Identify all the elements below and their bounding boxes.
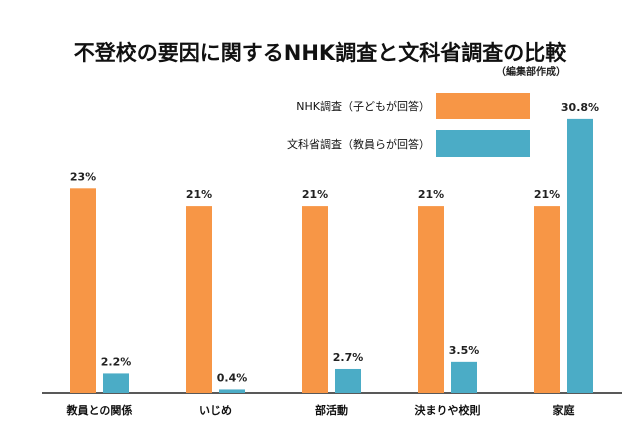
bar-nhk [418,206,444,393]
legend-label-mext: 文科省調査（教員らが回答） [287,137,430,151]
data-label: 0.4% [217,371,248,384]
data-label: 21% [534,188,560,201]
data-label: 23% [70,170,96,183]
category-label: いじめ [199,404,232,417]
data-label: 30.8% [561,101,599,114]
category-label: 部活動 [315,403,348,417]
bar-mext [219,389,245,393]
bar-mext [567,118,593,393]
bar-mext [451,361,477,393]
category-label: 教員との関係 [66,403,133,417]
legend-swatch-nhk [436,93,530,119]
data-label: 2.7% [333,351,364,364]
chart-title: 不登校の要因に関するNHK調査と文科省調査の比較 [74,41,567,65]
data-label: 2.2% [101,355,132,368]
bar-nhk [534,206,560,393]
category-label: 家庭 [553,403,575,417]
bar-nhk [186,206,212,393]
bar-nhk [70,188,96,393]
legend-label-nhk: NHK調査（子どもが回答） [296,99,430,113]
legend-swatch-mext [436,130,530,157]
data-label: 3.5% [449,344,480,357]
chart-subtitle: （編集部作成） [496,65,566,78]
bar-mext [103,373,129,393]
category-label: 決まりや校則 [415,403,481,417]
data-label: 21% [186,188,212,201]
data-label: 21% [418,188,444,201]
bar-mext [335,368,361,393]
bar-nhk [302,206,328,393]
data-label: 21% [302,188,328,201]
